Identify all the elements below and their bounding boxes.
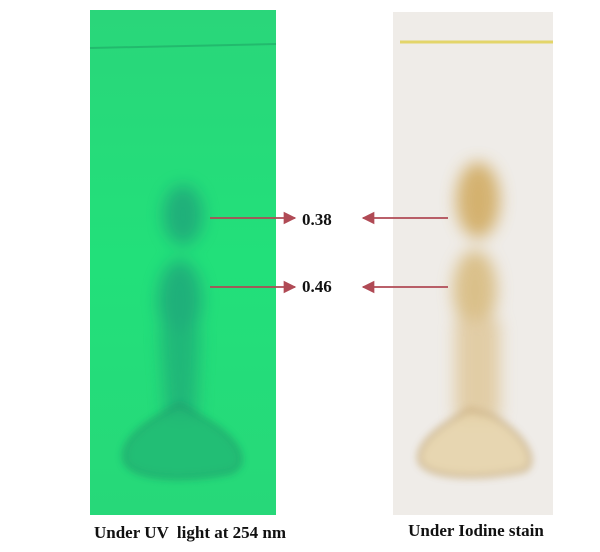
origin-spot — [417, 408, 532, 478]
iodine-plate — [393, 12, 553, 515]
solvent-front — [89, 43, 277, 49]
origin-spot — [123, 403, 242, 479]
spots — [158, 185, 203, 420]
rf-label: 0.38 — [302, 210, 332, 229]
rf-label: 0.46 — [302, 277, 332, 296]
uv-plate — [89, 10, 277, 515]
spots — [453, 162, 500, 420]
arrows — [210, 211, 448, 294]
caption: Under UV light at 254 nm — [94, 523, 286, 542]
caption: Under Iodine stain — [408, 521, 544, 540]
